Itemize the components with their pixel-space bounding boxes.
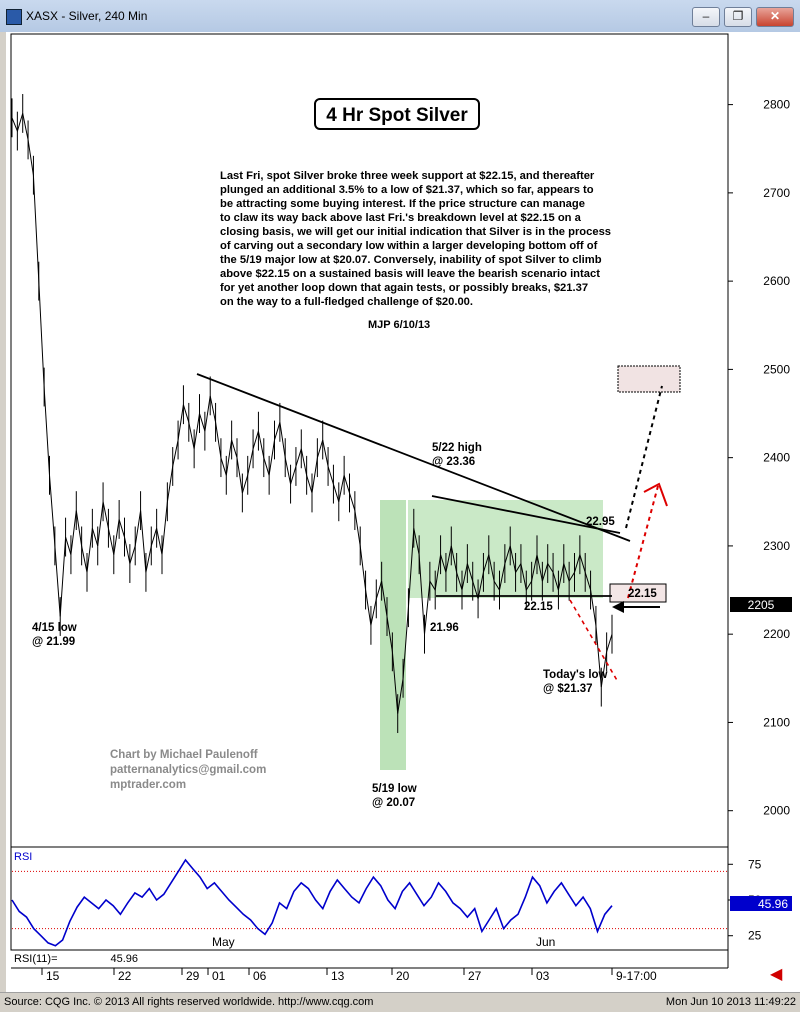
projection-up-black (625, 385, 663, 529)
x-tick-label: 20 (396, 969, 410, 983)
restore-button[interactable]: ❐ (724, 7, 752, 27)
y-tick-label: 2000 (763, 804, 790, 818)
upper-channel-line (431, 495, 621, 534)
price-arrow-head (612, 601, 624, 613)
credit-line: Chart by Michael Paulenoff (110, 749, 258, 761)
minimize-button[interactable]: – (692, 7, 720, 27)
status-bar: Source: CQG Inc. © 2013 All rights reser… (0, 992, 800, 1012)
rsi-value-label: 45.96 (758, 897, 788, 911)
x-tick-label: 06 (253, 969, 267, 983)
annotation-2215-box: 22.15 (628, 588, 657, 600)
x-tick-label: 22 (118, 969, 132, 983)
commentary-signature: MJP 6/10/13 (368, 319, 431, 331)
last-price-label: 2205 (748, 598, 775, 612)
x-tick-label: 15 (46, 969, 60, 983)
scroll-left-icon[interactable]: ◀ (770, 966, 783, 983)
y-tick-label: 2300 (763, 539, 790, 553)
chart-commentary: Last Fri, spot Silver broke three week s… (220, 170, 612, 308)
y-tick-label: 2100 (763, 715, 790, 729)
rsi-line (11, 858, 613, 947)
consolidation-zone (408, 500, 603, 598)
x-tick-label: 01 (212, 969, 226, 983)
window-titlebar: XASX - Silver, 240 Min – ❐ ✕ (0, 0, 800, 33)
x-tick-label: 27 (468, 969, 482, 983)
projection-up-red (627, 485, 659, 599)
annotation-todays-low: Today's low @ $21.37 (543, 669, 608, 695)
y-tick-label: 2700 (763, 186, 790, 200)
price-line (11, 113, 613, 714)
rsi-tick-label: 25 (748, 929, 762, 943)
y-tick-label: 2500 (763, 362, 790, 376)
x-tick-label: 13 (331, 969, 345, 983)
x-tick-label: 9-17:00 (616, 969, 657, 983)
annotation-may19-low: 5/19 low @ 20.07 (372, 783, 417, 809)
annotation-2215: 22.15 (524, 601, 553, 613)
price-series-layer (11, 94, 613, 734)
rsi-footer-value: 45.96 (110, 953, 138, 965)
window-title: XASX - Silver, 240 Min (26, 9, 148, 23)
rsi-title: RSI (14, 851, 32, 863)
x-tick-label: 03 (536, 969, 550, 983)
app-icon (6, 9, 22, 25)
y-tick-label: 2600 (763, 274, 790, 288)
rsi-series-layer: 755025 (11, 857, 762, 947)
level-2215-box (609, 583, 667, 603)
chart-title: 4 Hr Spot Silver (314, 98, 480, 130)
y-tick-label: 2800 (763, 98, 790, 112)
red-arrow-head (643, 482, 668, 507)
credit-line: mptrader.com (110, 779, 187, 791)
annotation-2295: 22.95 (586, 516, 615, 528)
rsi-tick-label: 75 (748, 857, 762, 871)
may19-low-zone (380, 500, 406, 770)
status-source: Source: CQG Inc. © 2013 All rights reser… (4, 996, 374, 1008)
annotation-apr15-low: 4/15 low @ 21.99 (32, 622, 77, 648)
x-month-label: Jun (536, 935, 555, 949)
x-tick-label: 29 (186, 969, 200, 983)
close-button[interactable]: ✕ (756, 7, 794, 27)
rsi-footer-label: RSI(11)= (14, 953, 58, 965)
annotation-2196: 21.96 (430, 622, 459, 634)
credit-line: patternanalytics@gmail.com (110, 764, 267, 776)
y-tick-label: 2400 (763, 451, 790, 465)
rsi-value-tag (730, 896, 792, 911)
chart-credit: Chart by Michael Paulenoff patternanalyt… (110, 748, 266, 793)
downtrend-line (196, 373, 631, 542)
status-timestamp: Mon Jun 10 2013 11:49:22 (665, 996, 796, 1008)
target-box (617, 365, 681, 393)
annotation-may22-high: 5/22 high @ 23.36 (432, 442, 482, 468)
axis-layer: 2800 2700 2600 2500 2400 2300 2200 2100 2000 15 22… (41, 98, 790, 983)
last-price-tag (730, 597, 792, 612)
rsi-panel-frame (10, 846, 729, 951)
y-tick-label: 2200 (763, 627, 790, 641)
x-month-label: May (212, 935, 235, 949)
